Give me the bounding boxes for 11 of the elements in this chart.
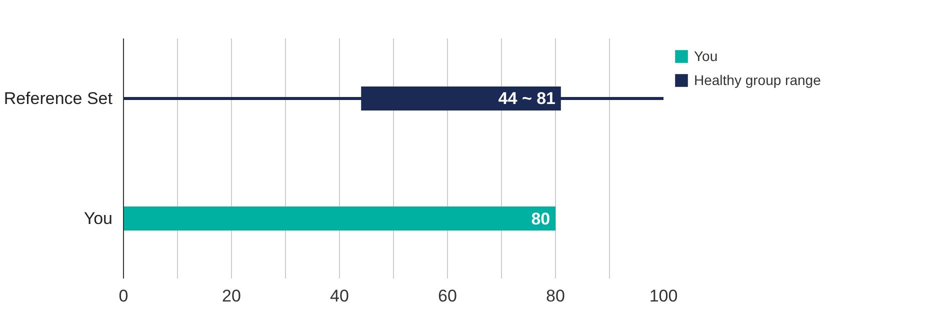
data-label: 80 <box>531 210 550 228</box>
annotation: 44 ~ 81 <box>498 89 556 108</box>
x-tick-label: 40 <box>330 286 349 306</box>
legend-label: Healthy group range <box>694 72 821 88</box>
x-tick-label: 80 <box>546 286 565 306</box>
legend-label: You <box>694 48 718 64</box>
x-tick-label: 100 <box>649 286 678 306</box>
x-tick-label: 20 <box>222 286 241 306</box>
y-tick-label: Reference Set <box>4 89 113 108</box>
x-tick-label: 60 <box>438 286 457 306</box>
x-tick-label: 0 <box>118 286 128 306</box>
